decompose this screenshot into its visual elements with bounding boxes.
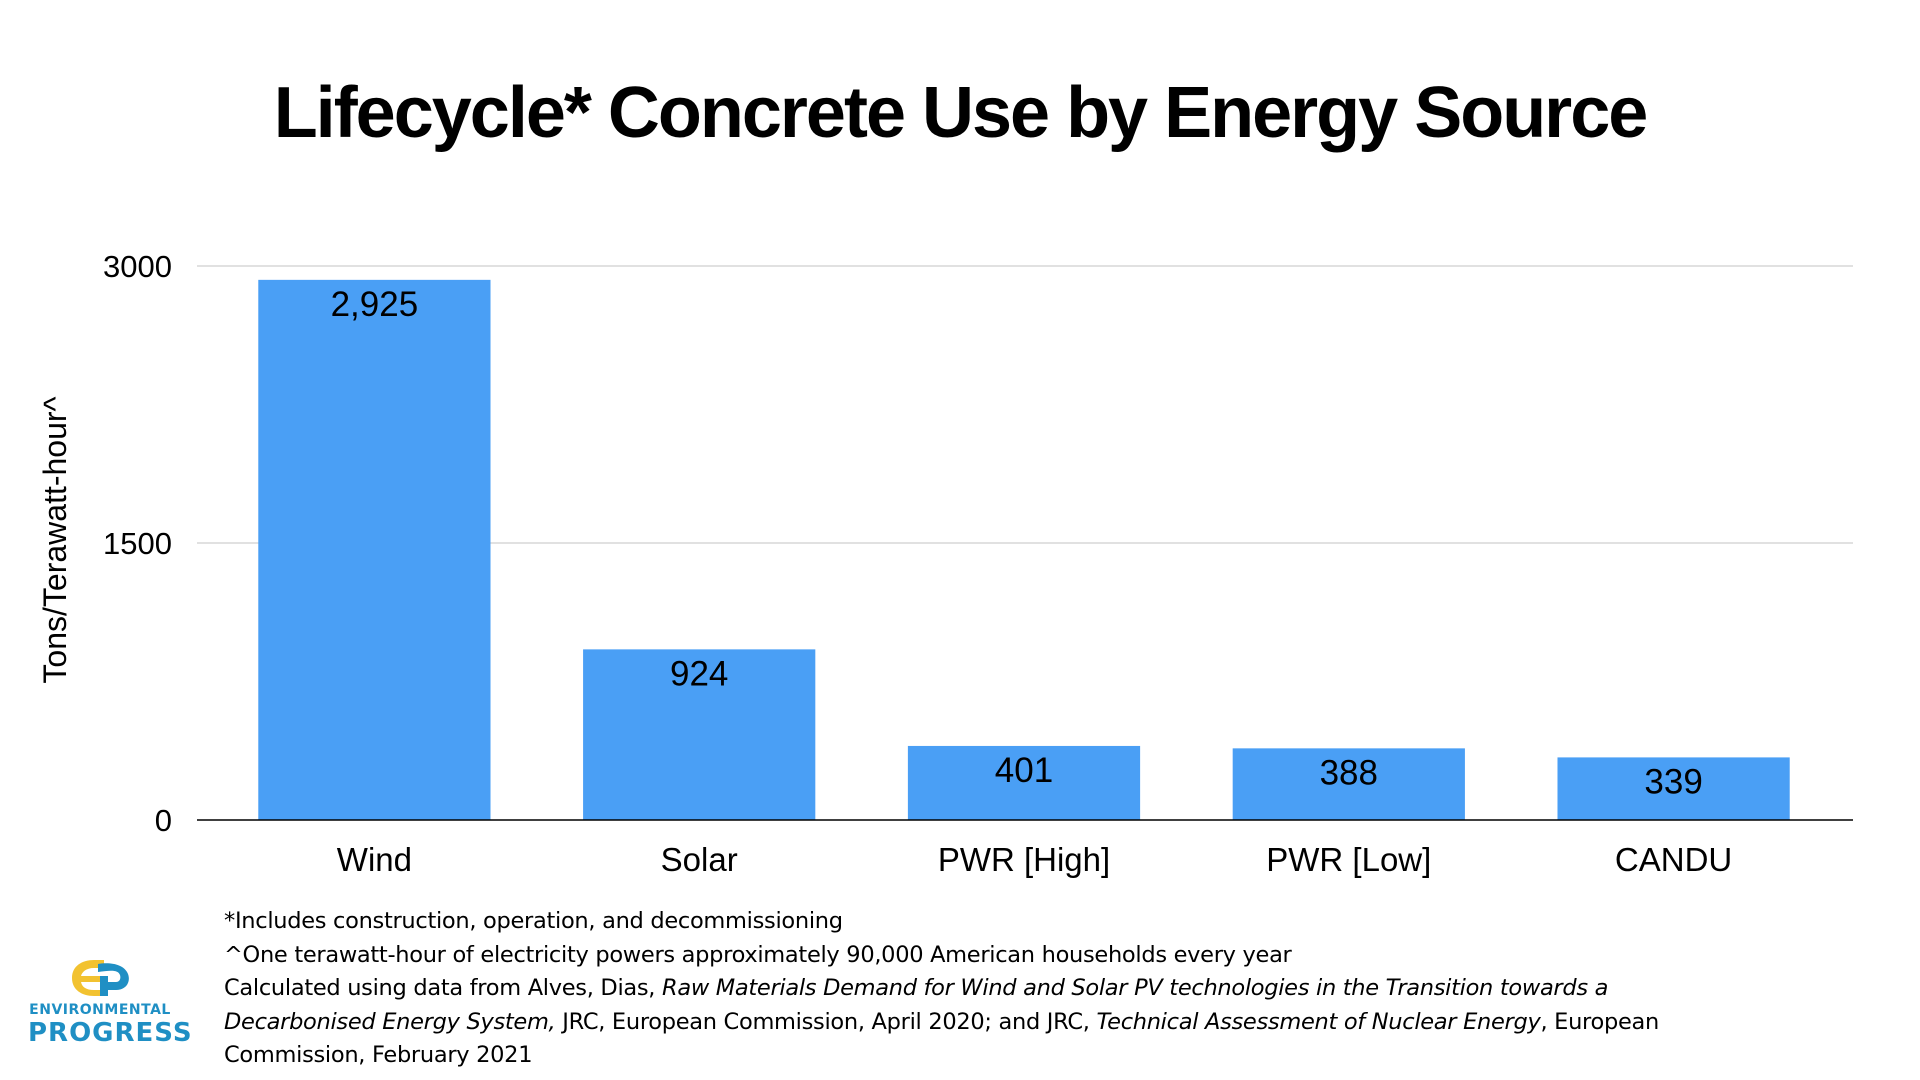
y-tick-label: 3000 bbox=[103, 249, 172, 284]
ep-logo-icon bbox=[72, 960, 129, 996]
footnote-source-1: Calculated using data from Alves, Dias, … bbox=[224, 975, 1609, 1001]
x-tick-label: CANDU bbox=[1615, 841, 1732, 878]
chart-title: Lifecycle* Concrete Use by Energy Source bbox=[273, 73, 1649, 153]
environmental-progress-logo: ENVIRONMENTAL PROGRESS bbox=[28, 958, 193, 1058]
x-tick-label: Wind bbox=[337, 841, 412, 878]
bar-pwr-high bbox=[907, 745, 1141, 820]
logo-text-progress: PROGRESS bbox=[28, 1018, 193, 1048]
bar-candu bbox=[1557, 757, 1790, 820]
footnote-terawatt: ^One terawatt-hour of electricity powers… bbox=[224, 941, 1292, 968]
bars: 2,925 924 401 388 339 bbox=[258, 279, 1790, 821]
data-label: 388 bbox=[1320, 753, 1378, 792]
footnote-lifecycle: *Includes construction, operation, and d… bbox=[224, 908, 843, 934]
footnote-source-2: Decarbonised Energy System, JRC, Europea… bbox=[224, 1008, 1659, 1035]
footnote-source-3: Commission, February 2021 bbox=[224, 1042, 533, 1068]
data-label: 339 bbox=[1644, 762, 1702, 801]
x-tick-label: PWR [Low] bbox=[1266, 841, 1431, 878]
data-label: 924 bbox=[670, 654, 728, 693]
axes: 0 1500 3000 Wind Solar PWR [High] PWR [Low] CAN… bbox=[103, 249, 1853, 878]
y-tick-label: 0 bbox=[155, 803, 172, 838]
logo-text-environmental: ENVIRONMENTAL bbox=[29, 1002, 171, 1018]
bar-wind bbox=[258, 279, 491, 821]
y-axis-label: Tons/Terawatt-hour^ bbox=[37, 396, 73, 683]
footnotes: *Includes construction, operation, and d… bbox=[224, 905, 1724, 1073]
bar-pwr-low bbox=[1232, 748, 1465, 820]
data-label: 2,925 bbox=[331, 285, 419, 324]
y-tick-label: 1500 bbox=[103, 526, 172, 561]
x-tick-label: PWR [High] bbox=[938, 841, 1110, 878]
x-tick-label: Solar bbox=[661, 841, 738, 878]
bar-solar bbox=[583, 649, 816, 820]
data-label: 401 bbox=[995, 751, 1053, 790]
